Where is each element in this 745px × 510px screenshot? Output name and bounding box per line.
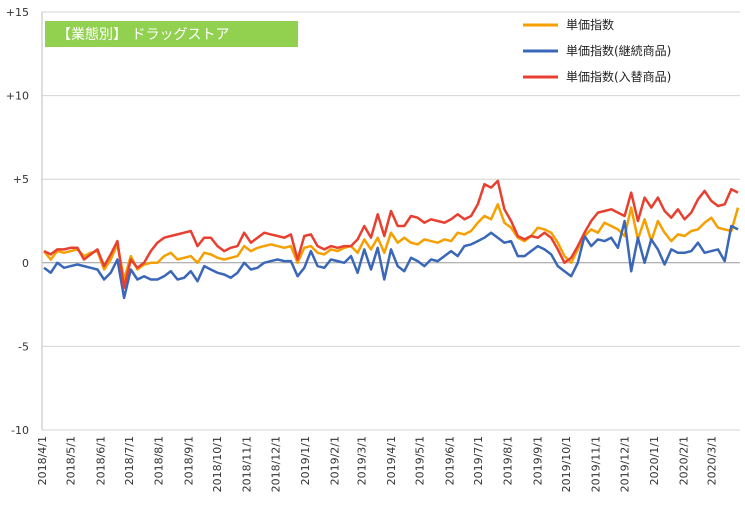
x-tick-label: 2019/12/1	[618, 436, 631, 492]
y-tick-label: +10	[6, 90, 29, 103]
x-tick-label: 2018/12/1	[269, 436, 282, 492]
legend-label-replaced-items: 単価指数(入替商品)	[566, 69, 671, 84]
y-axis-tick-labels: +15 +10 +5 0 -5 -10	[6, 6, 29, 437]
x-tick-label: 2019/6/1	[443, 436, 456, 485]
series-line-2	[43, 179, 739, 290]
x-axis-tick-labels: 2018/4/1 2018/5/1 2018/6/1 2018/7/1 2018/8/1…	[36, 436, 718, 492]
legend: 単価指数 単価指数(継続商品) 単価指数(入替商品)	[523, 17, 671, 84]
x-tick-label: 2020/1/1	[648, 436, 661, 485]
y-tick-label: -10	[11, 424, 29, 437]
x-tick-label: 2018/4/1	[36, 436, 49, 485]
x-tick-label: 2018/8/1	[153, 436, 166, 485]
y-tick-label: +5	[13, 173, 29, 186]
x-tick-label: 2018/6/1	[94, 436, 107, 485]
chart-title-background	[45, 21, 298, 47]
x-tick-label: 2019/8/1	[502, 436, 515, 485]
x-tick-label: 2018/10/1	[211, 436, 224, 492]
x-tick-label: 2019/2/1	[329, 436, 342, 485]
y-tick-label: -5	[18, 340, 29, 353]
x-tick-label: 2019/4/1	[385, 436, 398, 485]
x-tick-label: 2019/11/1	[590, 436, 603, 492]
chart-title: 【業態別】 ドラッグストア	[57, 27, 229, 43]
x-tick-label: 2018/7/1	[123, 436, 136, 485]
y-tick-label: 0	[22, 257, 29, 270]
legend-label-continuing-items: 単価指数(継続商品)	[566, 43, 671, 58]
x-tick-label: 2020/3/1	[705, 436, 718, 485]
legend-label-unit-price-index: 単価指数	[566, 17, 614, 32]
x-tick-label: 2019/7/1	[472, 436, 485, 485]
x-tick-label: 2019/5/1	[414, 436, 427, 485]
x-tick-label: 2018/5/1	[65, 436, 78, 485]
x-tick-label: 2020/2/1	[678, 436, 691, 485]
series-line-1	[43, 219, 739, 300]
chart-title-box: 【業態別】 ドラッグストア	[45, 21, 298, 47]
x-tick-label: 2019/1/1	[299, 436, 312, 485]
x-tick-label: 2018/9/1	[182, 436, 195, 485]
x-tick-label: 2018/11/1	[241, 436, 254, 492]
x-tick-label: 2019/3/1	[355, 436, 368, 485]
series-lines	[43, 179, 740, 300]
y-tick-label: +15	[6, 6, 29, 19]
x-tick-label: 2019/9/1	[531, 436, 544, 485]
x-tick-label: 2019/10/1	[560, 436, 573, 492]
